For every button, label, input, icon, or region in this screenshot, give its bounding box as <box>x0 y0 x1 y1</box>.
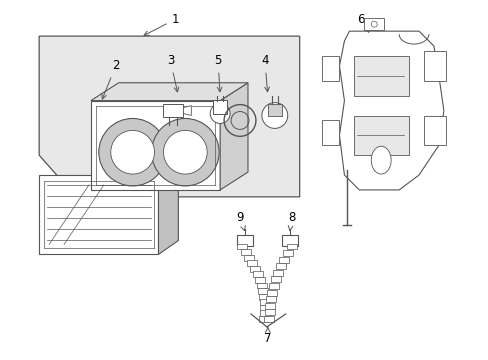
Bar <box>321 56 339 81</box>
Bar <box>237 243 246 249</box>
Bar <box>423 51 445 81</box>
Bar <box>240 249 250 255</box>
Circle shape <box>370 21 376 27</box>
Bar <box>354 56 408 96</box>
Circle shape <box>99 118 166 186</box>
Text: 9: 9 <box>236 211 245 230</box>
Bar <box>264 316 274 322</box>
Bar <box>273 270 283 276</box>
Bar <box>250 266 260 272</box>
Polygon shape <box>91 83 247 100</box>
Bar <box>281 235 297 247</box>
Bar <box>423 116 445 145</box>
Bar <box>213 100 226 113</box>
Polygon shape <box>158 161 178 255</box>
Bar <box>266 289 277 296</box>
Polygon shape <box>183 105 191 116</box>
Polygon shape <box>339 31 443 190</box>
Polygon shape <box>39 36 299 197</box>
Bar <box>237 235 252 247</box>
Polygon shape <box>163 104 183 117</box>
Bar <box>354 116 408 155</box>
Bar <box>279 257 289 263</box>
Bar <box>259 310 269 316</box>
Text: 3: 3 <box>166 54 179 92</box>
Bar <box>276 263 285 269</box>
Circle shape <box>111 130 154 174</box>
Polygon shape <box>91 100 220 190</box>
Bar <box>268 283 278 289</box>
Bar <box>264 309 274 315</box>
Circle shape <box>163 130 207 174</box>
Bar <box>257 283 266 288</box>
Circle shape <box>151 118 219 186</box>
Bar <box>244 255 254 261</box>
Circle shape <box>262 103 287 129</box>
Bar <box>247 260 257 266</box>
Text: 5: 5 <box>214 54 222 92</box>
Bar <box>321 121 339 145</box>
Bar <box>283 250 292 256</box>
Text: 6: 6 <box>357 13 368 32</box>
Polygon shape <box>220 83 247 190</box>
Bar <box>265 296 275 302</box>
Bar <box>286 243 296 249</box>
Bar <box>255 277 264 283</box>
Polygon shape <box>267 104 281 116</box>
Bar <box>270 276 280 282</box>
Ellipse shape <box>370 146 390 174</box>
Text: 2: 2 <box>102 59 119 99</box>
Text: 8: 8 <box>287 211 295 230</box>
Bar <box>259 299 269 305</box>
Bar <box>258 288 267 294</box>
Bar <box>259 294 268 300</box>
Circle shape <box>210 104 230 123</box>
Bar <box>259 316 269 322</box>
Bar <box>364 18 384 30</box>
Bar <box>264 303 275 309</box>
Text: 7: 7 <box>264 327 271 345</box>
Bar <box>253 271 263 277</box>
Text: 4: 4 <box>261 54 269 92</box>
Text: 1: 1 <box>144 13 179 35</box>
Polygon shape <box>39 175 158 255</box>
Bar <box>259 305 269 311</box>
